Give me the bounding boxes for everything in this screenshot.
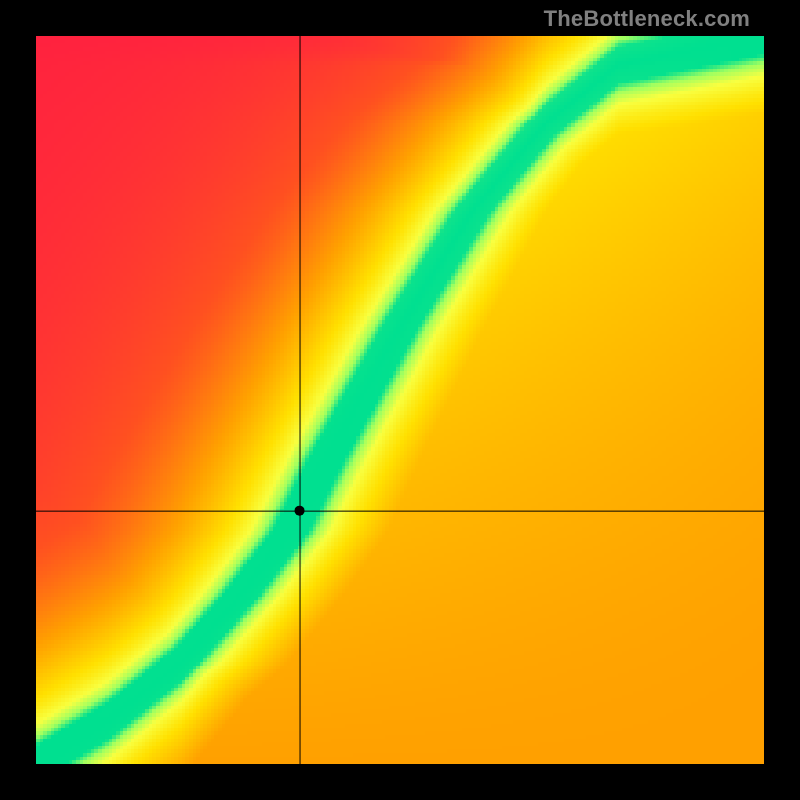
chart-root: TheBottleneck.com — [0, 0, 800, 800]
crosshair-overlay — [0, 0, 800, 800]
